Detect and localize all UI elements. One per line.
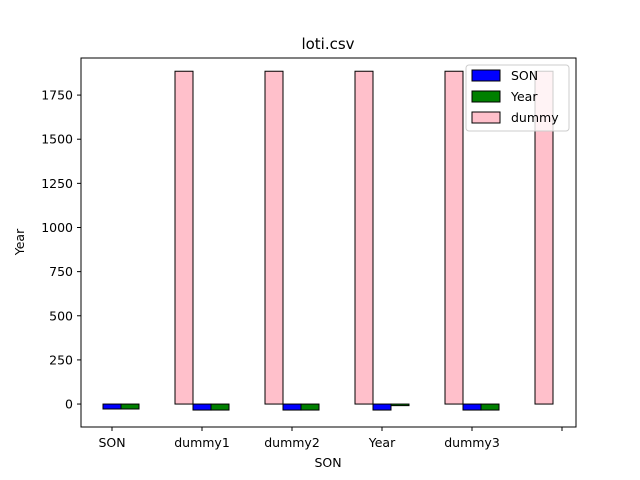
x-tick-label: dummy3 [444,435,500,450]
legend-swatch-dummy [471,111,501,124]
x-axis-title: SON [314,455,341,470]
bars-group [102,70,554,411]
plot-frame [80,57,577,428]
legend: SON Year dummy [465,64,570,132]
x-tick-label: Year [368,435,396,450]
x-axis-ticks: SON dummy1 dummy2 Year dummy3 [98,427,563,450]
bar-year-2 [300,403,320,411]
bar-dummy-2 [264,70,284,405]
y-tick-label: 0 [65,397,73,412]
x-tick-label: SON [98,435,125,450]
legend-swatch-son [471,69,501,82]
bar-dummy-1 [174,70,194,405]
bar-dummy-4 [444,70,464,405]
bar-dummy-3 [354,70,374,405]
bar-year-3 [390,403,410,407]
y-axis-ticks: 0 250 500 750 1000 1250 1500 1750 [41,88,81,412]
bar-year-4 [480,403,500,411]
x-tick-label: dummy2 [264,435,320,450]
bar-son-2 [282,403,302,411]
y-tick-label: 500 [49,308,73,323]
legend-label-year: Year [510,89,538,104]
bar-son-1 [192,403,212,411]
chart-title: loti.csv [301,35,354,53]
y-tick-label: 250 [49,352,73,367]
x-tick-label: dummy1 [174,435,230,450]
legend-label-son: SON [511,68,538,83]
legend-label-dummy: dummy [511,110,559,125]
bar-year-0 [120,403,140,410]
y-tick-label: 750 [49,264,73,279]
bar-son-0 [102,403,122,410]
y-tick-label: 1500 [41,132,73,147]
y-axis-title: Year [12,228,27,256]
y-tick-label: 1250 [41,176,73,191]
bar-year-1 [210,403,230,411]
bar-son-3 [372,403,392,411]
y-tick-label: 1750 [41,88,73,103]
legend-swatch-year [471,90,501,103]
bar-son-4 [462,403,482,411]
y-tick-label: 1000 [41,220,73,235]
